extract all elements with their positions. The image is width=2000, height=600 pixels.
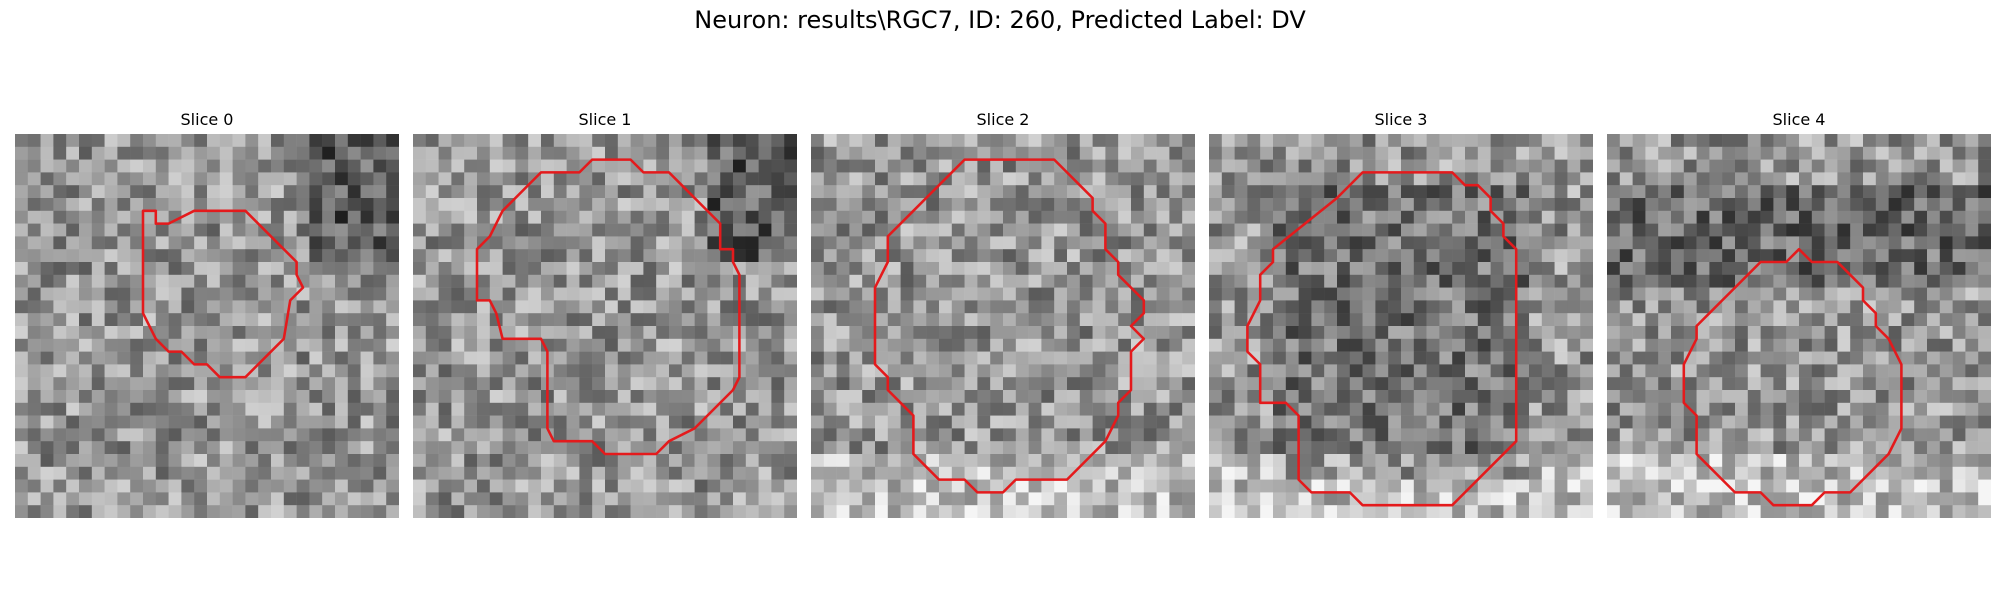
- slice-image: [413, 134, 797, 518]
- slice-image: [15, 134, 399, 518]
- slice-title: Slice 0: [180, 110, 234, 129]
- slice-panel-1: Slice 1: [413, 108, 797, 518]
- slice-image: [1209, 134, 1593, 518]
- figure-title: Neuron: results\RGC7, ID: 260, Predicted…: [694, 6, 1306, 34]
- roi-outline: [475, 158, 741, 456]
- slice-image: [811, 134, 1195, 518]
- slice-title: Slice 2: [976, 110, 1030, 129]
- slice-title: Slice 1: [578, 110, 632, 129]
- slice-image: [1607, 134, 1991, 518]
- roi-outline: [1682, 247, 1903, 507]
- roi-outline: [1246, 171, 1518, 507]
- slice-panel-0: Slice 0: [15, 108, 399, 518]
- slice-title: Slice 3: [1374, 110, 1428, 129]
- slice-panel-4: Slice 4: [1607, 108, 1991, 518]
- slice-panel-2: Slice 2: [811, 108, 1195, 518]
- roi-outline: [873, 158, 1146, 494]
- slice-panel-3: Slice 3: [1209, 108, 1593, 518]
- slice-title: Slice 4: [1772, 110, 1826, 129]
- roi-outline: [141, 209, 305, 379]
